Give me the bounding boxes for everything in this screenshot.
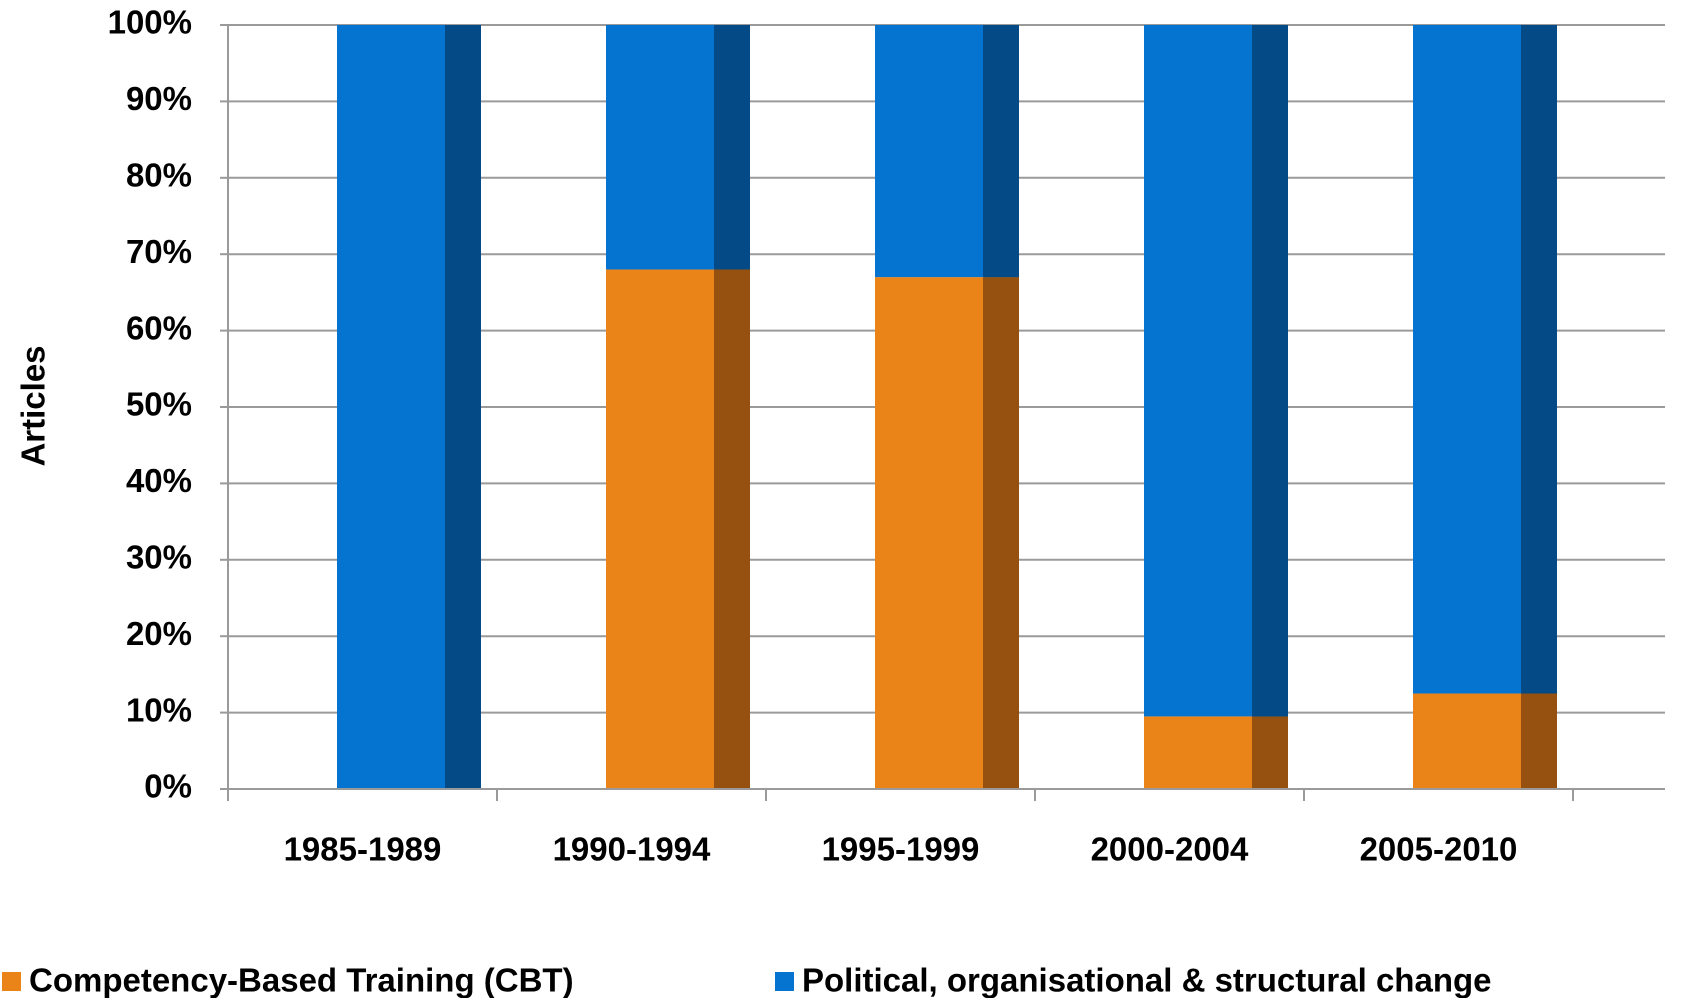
y-tick-label: 0% xyxy=(144,768,192,805)
bar-shade xyxy=(714,25,750,270)
x-tick-label: 2000-2004 xyxy=(1091,831,1249,868)
y-tick-label: 60% xyxy=(126,309,192,346)
legend-label: Competency-Based Training (CBT) xyxy=(29,962,574,998)
bar-shade xyxy=(445,25,481,789)
y-tick-label: 20% xyxy=(126,615,192,652)
y-axis-label: Articles xyxy=(15,345,52,466)
x-tick-label: 1995-1999 xyxy=(822,831,980,868)
y-tick-label: 80% xyxy=(126,157,192,194)
bar-shade xyxy=(983,277,1019,789)
y-tick-label: 100% xyxy=(108,4,192,41)
y-tick-label: 90% xyxy=(126,80,192,117)
bar-shade xyxy=(1521,693,1557,789)
x-tick-label: 1990-1994 xyxy=(553,831,711,868)
legend-swatch xyxy=(2,972,21,991)
bar-shade xyxy=(714,269,750,790)
bar-shade xyxy=(1252,25,1288,717)
legend-label: Political, organisational & structural c… xyxy=(802,962,1492,998)
bar-shade xyxy=(983,25,1019,278)
bar-shade xyxy=(1521,25,1557,694)
y-tick-label: 40% xyxy=(126,462,192,499)
y-tick-label: 10% xyxy=(126,691,192,728)
y-tick-label: 30% xyxy=(126,539,192,576)
y-tick-label: 70% xyxy=(126,233,192,270)
legend-swatch xyxy=(775,972,794,991)
y-tick-label: 50% xyxy=(126,386,192,423)
x-tick-label: 1985-1989 xyxy=(284,831,442,868)
bar-shade xyxy=(1252,716,1288,789)
x-tick-label: 2005-2010 xyxy=(1360,831,1518,868)
